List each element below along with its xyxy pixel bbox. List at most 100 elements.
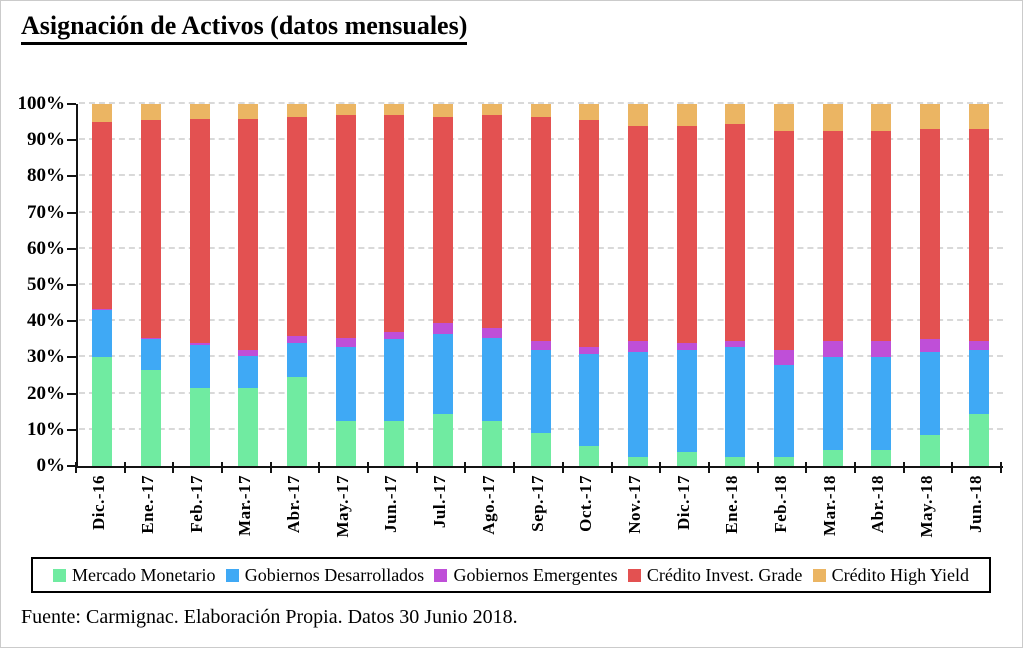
bar-segment: [579, 120, 600, 347]
x-axis-label: Jul.-17: [430, 475, 450, 529]
x-axis-label: Sep.-17: [527, 475, 547, 532]
bar-segment: [433, 116, 454, 324]
y-axis-label: 80%: [27, 165, 65, 187]
x-axis-tick: [659, 462, 662, 473]
y-axis-label: 10%: [27, 418, 65, 440]
x-axis-tick: [561, 462, 564, 473]
bar-segment: [579, 446, 600, 466]
source-note: Fuente: Carmignac. Elaboración Propia. D…: [21, 606, 518, 628]
y-axis-tick: [67, 247, 76, 250]
bar-segment: [92, 308, 113, 311]
x-axis-label: Abr.-18: [868, 475, 888, 534]
x-axis-label: Nov.-17: [624, 475, 644, 534]
bar-segment: [384, 420, 405, 466]
legend-label: Crédito High Yield: [831, 564, 969, 585]
bar-segment: [627, 104, 648, 126]
legend-item: Crédito High Yield: [812, 564, 969, 586]
x-axis-tick: [415, 462, 418, 473]
bar-Jul.-17: [433, 104, 454, 466]
bar-segment: [725, 123, 746, 342]
legend-label: Mercado Monetario: [72, 564, 216, 585]
bar-segment: [530, 350, 551, 434]
bar-segment: [530, 104, 551, 117]
x-axis-label: Abr.-17: [284, 475, 304, 534]
bar-segment: [530, 433, 551, 466]
bar-segment: [871, 104, 892, 132]
legend-label: Gobiernos Emergentes: [453, 564, 618, 585]
bar-segment: [579, 353, 600, 447]
x-axis-tick: [367, 462, 370, 473]
bar-segment: [871, 357, 892, 450]
y-axis-tick: [67, 211, 76, 214]
bar-Sep.-17: [530, 104, 551, 466]
x-axis-tick: [805, 462, 808, 473]
bar-segment: [822, 131, 843, 342]
bar-segment: [725, 104, 746, 124]
x-axis-tick: [610, 462, 613, 473]
bar-segment: [530, 341, 551, 351]
x-axis-tick: [853, 462, 856, 473]
bar-segment: [676, 350, 697, 452]
y-axis-label: 100%: [17, 93, 66, 114]
x-axis-label: Feb.-18: [770, 475, 790, 533]
bar-segment: [189, 388, 210, 466]
plot-area: [76, 102, 1003, 468]
y-axis-label: 60%: [27, 237, 65, 259]
bar-segment: [725, 341, 746, 347]
bar-segment: [725, 346, 746, 457]
bar-Ago.-17: [481, 104, 502, 466]
legend-label: Crédito Invest. Grade: [646, 564, 803, 585]
bar-segment: [627, 456, 648, 466]
bar-segment: [725, 456, 746, 466]
x-axis-label: Ago.-17: [478, 475, 498, 535]
bar-segment: [238, 118, 259, 351]
bar-segment: [238, 350, 259, 356]
x-axis-label: Feb.-17: [186, 475, 206, 533]
bar-segment: [287, 335, 308, 343]
bar-segment: [822, 341, 843, 358]
y-axis-tick: [67, 284, 76, 286]
y-axis-label: 30%: [27, 346, 65, 368]
bar-segment: [481, 420, 502, 466]
bar-segment: [968, 129, 989, 342]
bar-segment: [287, 116, 308, 336]
bar-Jun.-18: [968, 104, 989, 466]
bar-May.-18: [919, 104, 940, 466]
bar-segment: [481, 114, 502, 329]
gridline: [79, 102, 1003, 104]
bar-segment: [627, 125, 648, 342]
y-axis-label: 40%: [27, 310, 65, 332]
x-axis-tick: [172, 462, 175, 473]
bar-segment: [919, 351, 940, 436]
bar-segment: [968, 341, 989, 351]
bar-segment: [871, 131, 892, 342]
bar-Mar.-18: [822, 104, 843, 466]
bar-segment: [433, 333, 454, 414]
x-axis-label: May.-18: [916, 475, 936, 538]
x-axis-label: May.-17: [332, 475, 352, 538]
bar-Feb.-17: [189, 104, 210, 466]
bar-segment: [481, 328, 502, 338]
legend-swatch-icon: [53, 568, 66, 582]
legend-swatch-icon: [434, 568, 448, 582]
bar-segment: [579, 346, 600, 354]
bar-segment: [238, 104, 259, 119]
bar-segment: [141, 104, 162, 121]
x-axis-label: Ene.-17: [138, 475, 158, 534]
bar-segment: [141, 337, 162, 340]
bar-segment: [773, 364, 794, 457]
bar-segment: [335, 104, 356, 115]
bar-segment: [92, 310, 113, 358]
y-axis-tick: [67, 103, 76, 105]
x-axis-label: Oct.-17: [576, 475, 596, 532]
legend-item: Gobiernos Emergentes: [434, 564, 618, 586]
x-axis-tick: [318, 462, 321, 473]
y-axis-tick: [67, 175, 76, 178]
bar-Mar.-17: [238, 104, 259, 466]
bar-segment: [773, 456, 794, 466]
y-axis-tick: [67, 320, 76, 323]
y-axis-tick: [67, 428, 76, 431]
bar-Feb.-18: [773, 104, 794, 466]
bar-May.-17: [335, 104, 356, 466]
